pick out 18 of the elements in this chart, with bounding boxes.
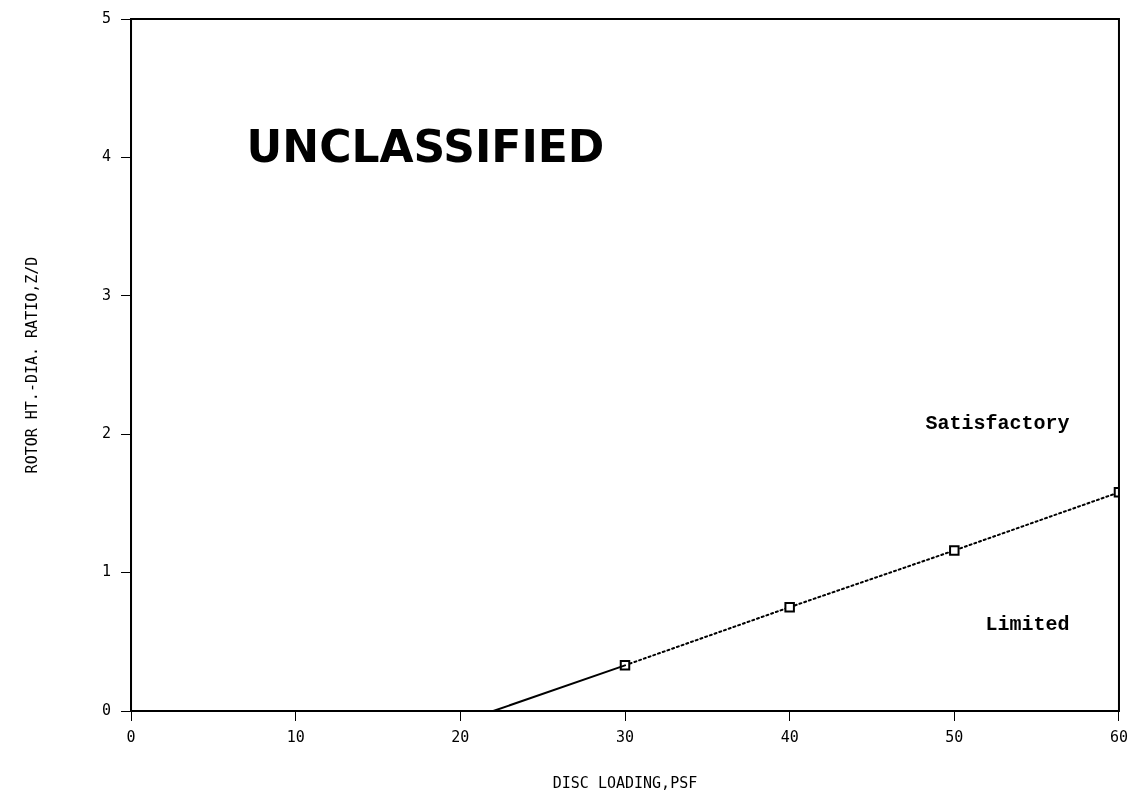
annotation: Satisfactory [925,411,1070,435]
x-tick-label: 50 [945,727,964,746]
y-tick-label: 3 [102,285,112,304]
x-tick-label: 0 [126,727,136,746]
y-tick-label: 4 [102,147,112,166]
x-axis-title: DISC LOADING,PSF [552,773,698,792]
x-tick-label: 60 [1109,727,1128,746]
annotation: Limited [985,612,1070,636]
annotation: UNCLASSIFIED [246,120,605,172]
x-tick-label: 40 [780,727,799,746]
x-tick-label: 10 [286,727,305,746]
y-tick-label: 5 [102,8,112,27]
x-tick-label: 20 [451,727,470,746]
y-tick-label: 1 [102,562,112,581]
x-tick-label: 30 [615,727,635,746]
y-axis-title: ROTOR HT.-DIA. RATIO,Z/D [22,256,41,474]
y-tick-label: 2 [102,424,112,443]
y-tick-label: 0 [102,700,112,719]
